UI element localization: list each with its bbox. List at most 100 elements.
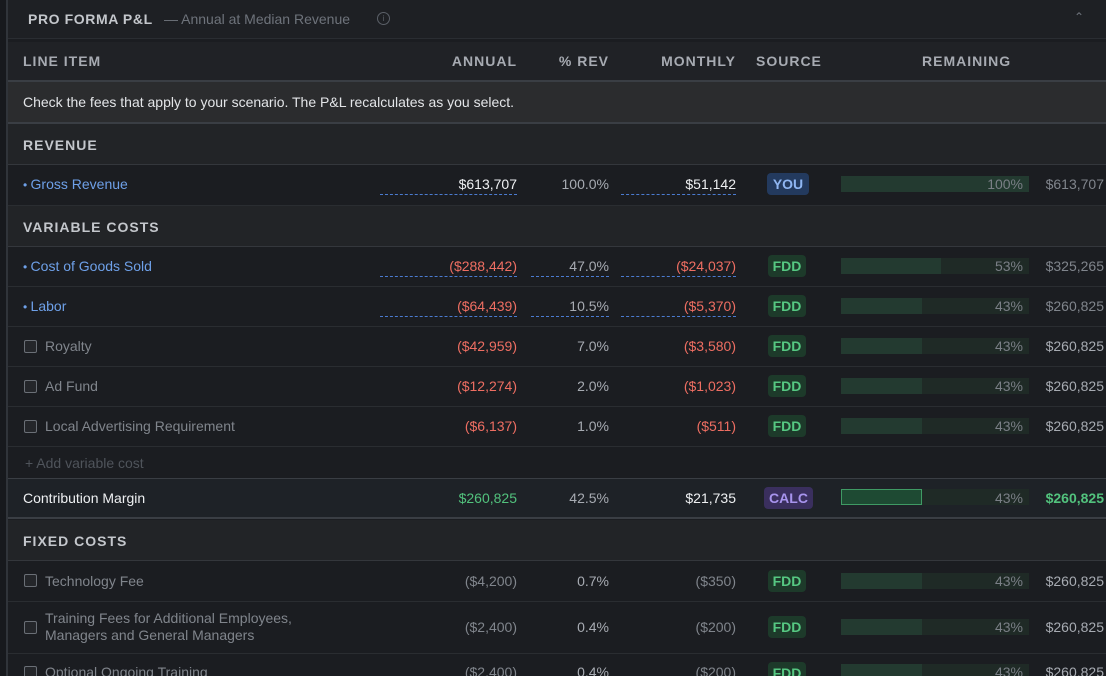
monthly-value: ($511): [696, 418, 736, 434]
annual-value: ($12,274): [457, 378, 517, 394]
remaining-bar: [841, 176, 1029, 192]
annual-value-editable[interactable]: ($288,442): [380, 258, 517, 277]
line-item-link[interactable]: Cost of Goods Sold: [23, 258, 152, 274]
panel-subtitle: — Annual at Median Revenue: [164, 11, 351, 27]
add-variable-cost-row: + Add variable cost: [8, 447, 1106, 479]
line-item-label: Local Advertising Requirement: [45, 418, 235, 434]
remaining-pct: 43%: [994, 573, 1023, 589]
instruction-text: Check the fees that apply to your scenar…: [23, 94, 515, 110]
line-item-link[interactable]: Labor: [23, 298, 67, 314]
column-header-row: LINE ITEM ANNUAL % REV MONTHLY SOURCE RE…: [8, 42, 1106, 82]
remaining-bar: [841, 418, 1029, 434]
include-checkbox[interactable]: [24, 574, 37, 587]
pct-rev-value: 1.0%: [577, 418, 609, 434]
col-remaining: REMAINING: [922, 53, 1012, 69]
section-fixed-costs: FIXED COSTS: [8, 520, 1106, 561]
annual-value: ($4,200): [464, 573, 517, 589]
col-pct-rev: % REV: [558, 53, 609, 69]
remaining-pct: 100%: [987, 176, 1023, 192]
annual-value: ($2,400): [464, 619, 517, 635]
chevron-up-icon[interactable]: ⌃: [1074, 10, 1085, 24]
pct-rev-value: 2.0%: [577, 378, 609, 394]
annual-value: ($6,137): [464, 418, 517, 434]
section-revenue: REVENUE: [8, 124, 1106, 165]
remaining-bar-fill: [841, 378, 922, 394]
include-checkbox[interactable]: [24, 666, 37, 676]
monthly-value-editable[interactable]: ($24,037): [621, 258, 736, 277]
line-item-label: Technology Fee: [45, 573, 144, 589]
remaining-bar: [841, 573, 1029, 589]
pro-forma-panel: PRO FORMA P&L — Annual at Median Revenue…: [6, 0, 1106, 676]
remaining-bar: [841, 258, 1029, 274]
row-gross-revenue: Gross Revenue $613,707 100.0% $51,142 YO…: [8, 165, 1106, 206]
remaining-bar-fill: [841, 338, 922, 354]
section-title: REVENUE: [23, 137, 98, 153]
remaining-value: $260,825: [1045, 490, 1104, 506]
remaining-bar: [841, 489, 1029, 505]
remaining-pct: 43%: [994, 338, 1023, 354]
pct-rev-value: 7.0%: [577, 338, 609, 354]
source-badge: FDD: [768, 375, 806, 397]
source-badge: YOU: [767, 173, 809, 195]
remaining-bar-fill: [841, 619, 922, 635]
col-source: SOURCE: [756, 53, 822, 69]
monthly-value-editable[interactable]: ($5,370): [621, 298, 736, 317]
source-badge: FDD: [768, 255, 806, 277]
remaining-pct: 43%: [994, 298, 1023, 314]
source-badge: FDD: [768, 662, 806, 676]
include-checkbox[interactable]: [24, 420, 37, 433]
remaining-value: $260,825: [1045, 298, 1104, 314]
panel-title: PRO FORMA P&L: [28, 11, 153, 27]
row-contribution-margin: Contribution Margin $260,825 42.5% $21,7…: [8, 479, 1106, 519]
annual-value: $260,825: [458, 490, 517, 506]
pct-rev-editable[interactable]: 47.0%: [531, 258, 609, 277]
monthly-value: ($3,580): [683, 338, 736, 354]
remaining-pct: 43%: [994, 619, 1023, 635]
section-variable-costs: VARIABLE COSTS: [8, 206, 1106, 247]
remaining-value: $260,825: [1045, 619, 1104, 635]
remaining-bar-fill: [841, 298, 922, 314]
annual-value-editable[interactable]: ($64,439): [380, 298, 517, 317]
monthly-value: ($1,023): [683, 378, 736, 394]
include-checkbox[interactable]: [24, 380, 37, 393]
remaining-pct: 43%: [994, 418, 1023, 434]
instruction-note: Check the fees that apply to your scenar…: [8, 82, 1106, 124]
include-checkbox[interactable]: [24, 621, 37, 634]
remaining-pct: 43%: [994, 664, 1023, 676]
row-royalty: Royalty ($42,959) 7.0% ($3,580) FDD 43% …: [8, 327, 1106, 367]
remaining-bar: [841, 664, 1029, 676]
monthly-value: ($350): [695, 573, 736, 589]
panel-header[interactable]: PRO FORMA P&L — Annual at Median Revenue…: [8, 0, 1106, 39]
row-optional-ongoing-training: Optional Ongoing Training ($2,400) 0.4% …: [8, 654, 1106, 676]
monthly-value: ($200): [695, 664, 736, 676]
remaining-bar: [841, 378, 1029, 394]
add-variable-cost-button[interactable]: + Add variable cost: [25, 455, 144, 471]
pct-rev-value: 100.0%: [561, 176, 609, 192]
remaining-bar-fill: [841, 573, 922, 589]
remaining-value: $260,825: [1045, 664, 1104, 676]
annual-value: ($2,400): [464, 664, 517, 676]
include-checkbox[interactable]: [24, 340, 37, 353]
line-item-label: Ad Fund: [45, 378, 98, 394]
source-badge: FDD: [768, 335, 806, 357]
line-item-label-line2: Managers and General Managers: [45, 627, 255, 643]
source-badge: CALC: [764, 487, 813, 509]
line-item-label-line1: Training Fees for Additional Employees,: [45, 610, 292, 626]
pct-rev-value: 0.4%: [577, 664, 609, 676]
monthly-value-editable[interactable]: $51,142: [621, 176, 736, 195]
row-local-advertising: Local Advertising Requirement ($6,137) 1…: [8, 407, 1106, 447]
remaining-bar: [841, 619, 1029, 635]
monthly-value: $21,735: [685, 490, 736, 506]
remaining-bar-fill: [841, 664, 922, 676]
col-line-item: LINE ITEM: [23, 53, 102, 69]
remaining-pct: 43%: [994, 378, 1023, 394]
monthly-value: ($200): [695, 619, 736, 635]
pct-rev-editable[interactable]: 10.5%: [531, 298, 609, 317]
remaining-bar-fill: [841, 258, 941, 274]
annual-value-editable[interactable]: $613,707: [380, 176, 517, 195]
pct-rev-value: 42.5%: [569, 490, 609, 506]
pct-rev-value: 0.7%: [577, 573, 609, 589]
line-item-link[interactable]: Gross Revenue: [23, 176, 128, 192]
info-icon[interactable]: i: [377, 12, 390, 25]
line-item-label: Royalty: [45, 338, 92, 354]
